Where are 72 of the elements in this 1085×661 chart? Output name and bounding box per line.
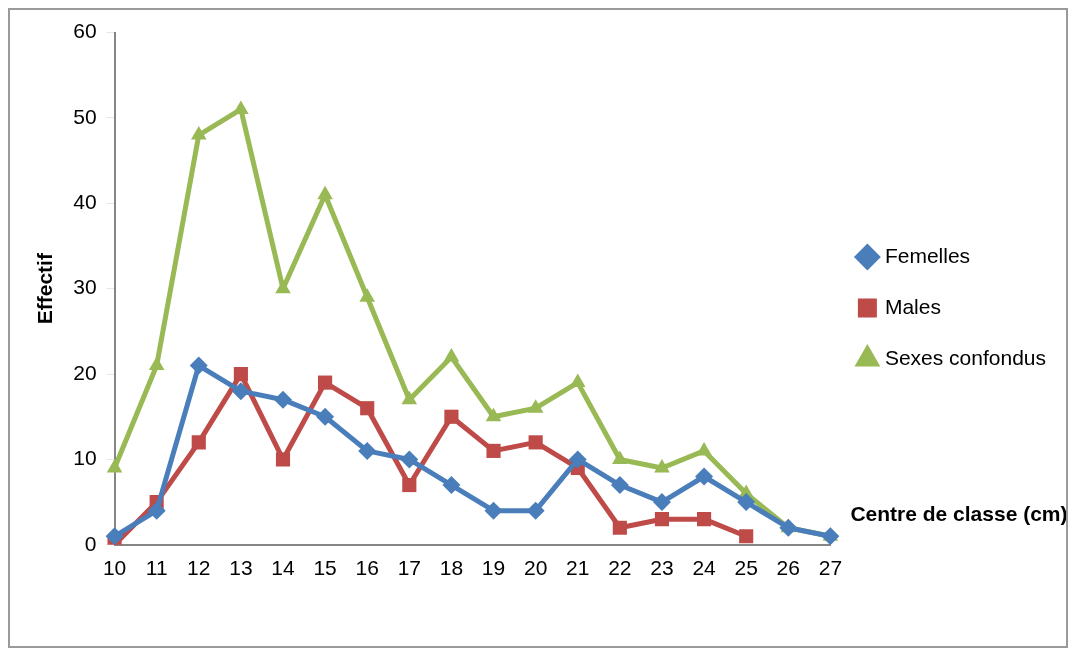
x-tick-label: 22 <box>608 556 632 580</box>
point <box>442 476 461 495</box>
point <box>652 493 671 512</box>
x-tick-label: 15 <box>313 556 337 580</box>
point <box>317 185 333 200</box>
point <box>568 450 587 469</box>
point <box>695 467 714 486</box>
point <box>359 288 375 302</box>
x-tick-label: 19 <box>481 556 506 580</box>
point <box>400 450 419 469</box>
point <box>233 367 248 382</box>
point <box>443 347 460 362</box>
x-tick-label: 24 <box>692 556 717 580</box>
point <box>484 501 503 520</box>
point <box>275 279 291 294</box>
x-axis-title: Centre de classe (cm) <box>850 501 1068 525</box>
point <box>821 527 840 545</box>
y-axis-title: Effectif <box>33 252 57 325</box>
point <box>231 382 250 401</box>
point <box>402 477 417 493</box>
point <box>485 407 502 422</box>
point <box>147 501 166 520</box>
point <box>401 390 418 405</box>
point <box>527 399 544 413</box>
point <box>273 390 292 409</box>
x-tick-label: 16 <box>355 556 379 580</box>
x-tick-label: 27 <box>818 556 843 580</box>
point <box>610 476 629 495</box>
point <box>612 520 627 535</box>
x-tick-label: 21 <box>566 556 590 580</box>
legend-label: Males <box>884 294 941 318</box>
x-tick-label: 25 <box>734 556 758 580</box>
x-tick-label: 14 <box>271 556 295 580</box>
point <box>737 493 756 512</box>
x-tick-label: 10 <box>102 556 127 580</box>
y-tick-label: 10 <box>73 446 97 470</box>
point <box>148 356 165 371</box>
x-tick-label: 12 <box>187 556 211 580</box>
point <box>444 409 459 424</box>
y-tick-label: 40 <box>73 190 97 214</box>
point <box>189 356 208 375</box>
point <box>654 512 670 527</box>
point <box>358 441 377 460</box>
x-tick-label: 26 <box>776 556 800 580</box>
x-tick-label: 20 <box>523 556 548 580</box>
point <box>697 512 712 527</box>
point <box>528 435 543 450</box>
point <box>233 100 249 114</box>
y-tick-label: 60 <box>73 19 97 43</box>
point <box>569 373 586 388</box>
point <box>318 375 333 390</box>
x-tick-label: 11 <box>145 556 168 580</box>
point <box>275 452 291 467</box>
point <box>191 435 206 450</box>
point <box>486 443 501 458</box>
legend-label: Sexes confondus <box>884 345 1046 369</box>
point <box>526 501 545 520</box>
y-tick-label: 50 <box>73 104 97 128</box>
point <box>779 518 798 537</box>
point <box>190 126 207 140</box>
point <box>105 527 124 545</box>
point <box>316 407 335 426</box>
point <box>360 401 375 416</box>
x-tick-label: 23 <box>650 556 674 580</box>
y-tick-label: 20 <box>73 360 97 384</box>
y-tick-label: 30 <box>73 275 97 299</box>
point <box>739 529 754 544</box>
y-tick-label: 0 <box>84 531 97 555</box>
x-tick-label: 17 <box>397 556 421 580</box>
legend-label: Femelles <box>884 243 971 267</box>
x-tick-label: 18 <box>439 556 464 580</box>
x-tick-label: 13 <box>229 556 253 580</box>
